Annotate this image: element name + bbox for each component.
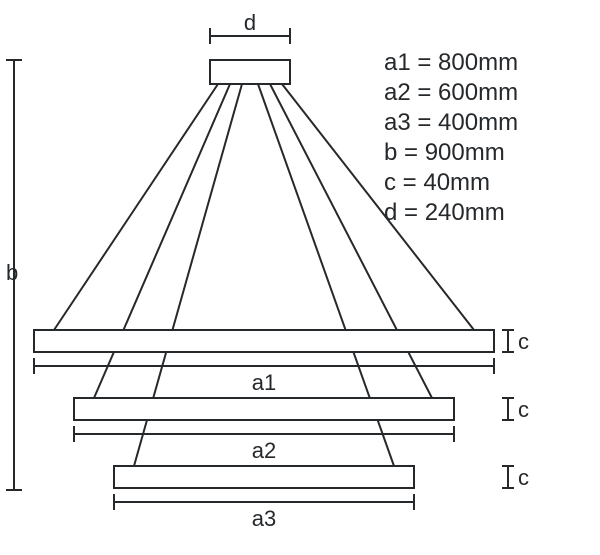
- pendant-lamp-dimension-diagram: d b a1 c a2 c a3 c a1 = 800mm a2 = 600mm a3 = 400…: [0, 0, 600, 555]
- ring-2: [74, 398, 454, 420]
- dim-a1-label: a1: [252, 370, 276, 395]
- legend-line-3: a3 = 400mm: [384, 109, 518, 136]
- dim-c-1-label: c: [518, 329, 529, 354]
- dim-d-label: d: [244, 10, 256, 35]
- ring-1: [34, 330, 494, 352]
- legend-line-1: a1 = 800mm: [384, 49, 518, 76]
- ring-3: [114, 466, 414, 488]
- legend-line-4: b = 900mm: [384, 139, 505, 166]
- legend-line-2: a2 = 600mm: [384, 79, 518, 106]
- dim-c-2-label: c: [518, 397, 529, 422]
- dim-c-3-label: c: [518, 465, 529, 490]
- dim-b-label: b: [6, 260, 18, 285]
- legend-line-5: c = 40mm: [384, 169, 490, 196]
- dim-a2-label: a2: [252, 438, 276, 463]
- legend-line-6: d = 240mm: [384, 199, 505, 226]
- dim-a3-label: a3: [252, 506, 276, 531]
- ceiling-canopy: [210, 60, 290, 84]
